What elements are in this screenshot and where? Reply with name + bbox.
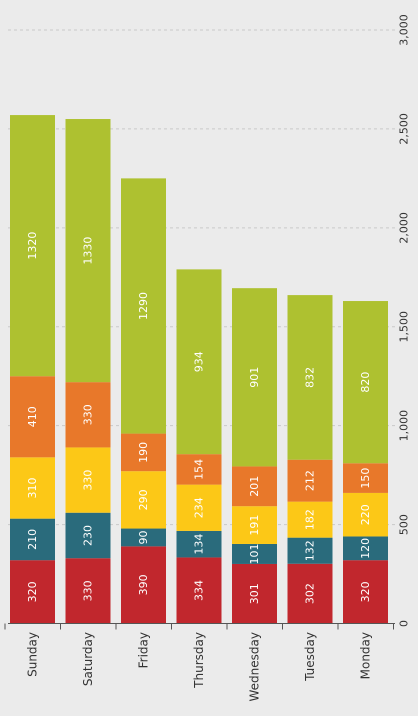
tick-label: 0: [398, 620, 411, 627]
data-label: 154: [193, 459, 206, 480]
bar-segment: [343, 463, 388, 493]
category-label: Tuesday: [303, 632, 317, 682]
data-label: 190: [137, 442, 150, 463]
bar-segment: [121, 433, 166, 472]
bar-segment: [176, 557, 222, 624]
data-label: 212: [304, 470, 317, 491]
data-label: 230: [82, 525, 95, 546]
data-label: 101: [248, 543, 261, 564]
data-label: 150: [359, 468, 372, 489]
bar-segment: [343, 560, 388, 624]
bar-segment: [232, 466, 277, 507]
tick-label: 1,500: [398, 311, 411, 343]
data-label: 290: [137, 489, 150, 510]
bar-segment: [65, 119, 111, 383]
category-label: Sunday: [26, 632, 40, 677]
data-label: 410: [26, 406, 39, 427]
bar-segment: [10, 560, 55, 624]
bar-segment: [287, 563, 333, 624]
data-label: 210: [26, 529, 39, 550]
data-label: 820: [359, 372, 372, 393]
bar-segment: [121, 546, 166, 624]
bar-segment: [121, 471, 166, 529]
data-label: 832: [304, 367, 317, 388]
data-label: 220: [359, 504, 372, 525]
value-axis: 0 500 1,000 1,500 2,000 2,500 3,000: [398, 14, 411, 627]
data-label: 302: [303, 583, 316, 604]
data-label: 1330: [82, 237, 95, 265]
bar-segment: [65, 512, 111, 559]
data-label: 330: [82, 580, 95, 601]
data-label: 320: [26, 581, 39, 602]
data-label: 330: [82, 404, 95, 425]
category-label: Thursday: [192, 632, 206, 689]
bar-segment: [287, 537, 333, 564]
bar-segment: [10, 457, 55, 519]
tick-label: 2,000: [398, 212, 411, 244]
bar-segment: [10, 376, 55, 458]
category-label: Saturday: [81, 632, 95, 686]
bar-segment: [121, 528, 166, 547]
data-label: 201: [248, 476, 261, 497]
category-axis: Sunday Saturday Friday Thursday Wednesday Tue…: [4, 623, 395, 701]
data-label: 1290: [137, 292, 150, 320]
tick-label: 500: [398, 514, 411, 535]
bar-segment: [343, 536, 388, 561]
bar-segment: [287, 295, 333, 460]
data-label: 134: [193, 534, 206, 555]
data-label: 330: [82, 470, 95, 491]
data-label: 90: [137, 530, 150, 544]
bar-segment: [232, 563, 277, 624]
data-label: 301: [248, 583, 261, 604]
data-label: 390: [137, 574, 150, 595]
data-label: 1320: [26, 232, 39, 260]
bars: 320 210 310 410 1320 330 230 330 330 1330 390 90 290…: [10, 115, 388, 624]
tick-label: 3,000: [398, 14, 411, 46]
bar-segment: [65, 382, 111, 448]
category-label: Monday: [359, 632, 373, 679]
tick-label: 1,000: [398, 410, 411, 442]
bar-segment: [10, 115, 55, 377]
bar-segment: [176, 269, 222, 455]
data-label: 191: [248, 515, 261, 536]
bar-segment: [287, 459, 333, 502]
data-label: 310: [26, 477, 39, 498]
bar-segment: [65, 558, 111, 624]
bar-segment: [232, 288, 277, 467]
data-label: 320: [359, 581, 372, 602]
bar-segment: [10, 518, 55, 561]
bar-segment: [232, 543, 277, 564]
data-label: 182: [304, 509, 317, 530]
bar-segment: [343, 492, 388, 537]
data-label: 120: [359, 538, 372, 559]
data-label: 934: [193, 351, 206, 372]
bar-segment: [176, 484, 222, 531]
bar-segment: [343, 301, 388, 464]
tick-label: 2,500: [398, 113, 411, 145]
data-label: 334: [193, 580, 206, 601]
bar-segment: [65, 447, 111, 513]
bar-segment: [287, 501, 333, 538]
data-label: 132: [304, 540, 317, 561]
bar-segment: [121, 178, 166, 434]
category-label: Friday: [137, 632, 151, 668]
bar-segment: [176, 454, 222, 485]
bar-segment: [232, 506, 277, 544]
category-label: Wednesday: [248, 632, 262, 701]
data-label: 901: [248, 367, 261, 388]
bar-segment: [176, 530, 222, 558]
data-label: 234: [193, 497, 206, 518]
